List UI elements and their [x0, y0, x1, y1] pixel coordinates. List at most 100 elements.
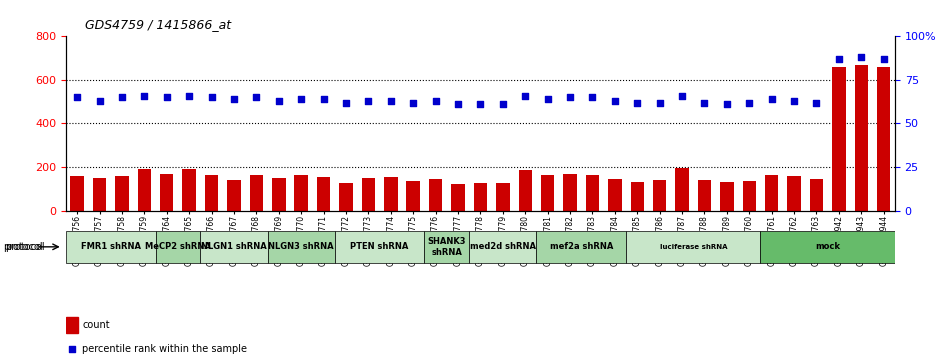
Point: [92, 98, 107, 104]
Point: [853, 54, 869, 60]
Text: count: count: [83, 320, 110, 330]
Point: [406, 99, 421, 105]
Point: [809, 99, 824, 105]
Bar: [877, 67, 890, 211]
Bar: [183, 168, 196, 211]
Bar: [653, 180, 666, 211]
Point: [629, 99, 644, 105]
Bar: [854, 65, 868, 211]
Bar: [518, 170, 532, 211]
Bar: [765, 175, 778, 211]
Bar: [250, 175, 263, 211]
Point: [652, 99, 667, 105]
Point: [159, 94, 174, 100]
Text: MeCP2 shRNA: MeCP2 shRNA: [145, 242, 211, 251]
Bar: [742, 181, 756, 211]
Bar: [362, 178, 375, 211]
Bar: [295, 175, 308, 211]
Point: [338, 99, 353, 105]
Bar: [451, 184, 464, 211]
Bar: [384, 178, 398, 211]
Bar: [317, 177, 331, 211]
Bar: [720, 182, 734, 211]
Bar: [66, 317, 78, 333]
FancyBboxPatch shape: [334, 231, 425, 263]
Point: [608, 98, 623, 104]
Bar: [93, 178, 106, 211]
Point: [249, 94, 264, 100]
Point: [495, 101, 511, 107]
Bar: [115, 176, 129, 211]
Point: [876, 56, 891, 62]
Bar: [832, 67, 846, 211]
FancyBboxPatch shape: [268, 231, 334, 263]
Point: [562, 94, 577, 100]
Point: [450, 101, 465, 107]
Text: FMR1 shRNA: FMR1 shRNA: [81, 242, 140, 251]
Bar: [563, 174, 577, 211]
Text: mef2a shRNA: mef2a shRNA: [549, 242, 613, 251]
Point: [114, 94, 129, 100]
Point: [383, 98, 398, 104]
Bar: [496, 183, 510, 211]
Text: SHANK3
shRNA: SHANK3 shRNA: [428, 237, 466, 257]
Bar: [160, 174, 173, 211]
Bar: [71, 176, 84, 211]
Point: [741, 99, 756, 105]
Point: [361, 98, 376, 104]
FancyBboxPatch shape: [626, 231, 760, 263]
Text: PTEN shRNA: PTEN shRNA: [350, 242, 409, 251]
Bar: [407, 181, 420, 211]
Point: [137, 93, 152, 98]
Bar: [429, 179, 443, 211]
Point: [226, 96, 241, 102]
Point: [204, 94, 219, 100]
FancyBboxPatch shape: [425, 231, 469, 263]
Point: [697, 99, 712, 105]
Bar: [474, 183, 487, 211]
Point: [317, 96, 332, 102]
Bar: [138, 169, 151, 211]
Point: [832, 56, 847, 62]
Bar: [675, 168, 689, 211]
Point: [787, 98, 802, 104]
Point: [271, 98, 286, 104]
Text: med2d shRNA: med2d shRNA: [470, 242, 536, 251]
Bar: [586, 175, 599, 211]
Text: GDS4759 / 1415866_at: GDS4759 / 1415866_at: [85, 18, 231, 31]
Point: [585, 94, 600, 100]
Text: protocol: protocol: [5, 242, 44, 252]
Bar: [609, 179, 622, 211]
Bar: [810, 179, 823, 211]
Text: mock: mock: [815, 242, 840, 251]
FancyBboxPatch shape: [66, 231, 155, 263]
Point: [182, 93, 197, 98]
Point: [70, 94, 85, 100]
FancyBboxPatch shape: [760, 231, 895, 263]
Point: [540, 96, 555, 102]
Bar: [272, 178, 285, 211]
Bar: [227, 180, 241, 211]
Text: protocol: protocol: [4, 242, 43, 252]
Point: [674, 93, 690, 98]
Point: [346, 209, 361, 215]
Bar: [698, 180, 711, 211]
FancyBboxPatch shape: [469, 231, 536, 263]
FancyBboxPatch shape: [536, 231, 626, 263]
Text: NLGN1 shRNA: NLGN1 shRNA: [201, 242, 267, 251]
Text: percentile rank within the sample: percentile rank within the sample: [83, 344, 248, 354]
Point: [473, 101, 488, 107]
Point: [720, 101, 735, 107]
Bar: [630, 182, 644, 211]
Text: luciferase shRNA: luciferase shRNA: [659, 244, 727, 250]
FancyBboxPatch shape: [155, 231, 201, 263]
Bar: [541, 175, 554, 211]
Bar: [339, 183, 352, 211]
Bar: [204, 175, 219, 211]
Bar: [788, 176, 801, 211]
Point: [518, 93, 533, 98]
Text: NLGN3 shRNA: NLGN3 shRNA: [268, 242, 334, 251]
Point: [764, 96, 779, 102]
Point: [294, 96, 309, 102]
FancyBboxPatch shape: [201, 231, 268, 263]
